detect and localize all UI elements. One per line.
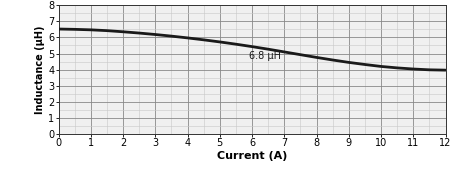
X-axis label: Current (A): Current (A): [217, 151, 287, 161]
Y-axis label: Inductance (μH): Inductance (μH): [35, 25, 45, 114]
Text: 6.8 μH: 6.8 μH: [249, 51, 281, 61]
